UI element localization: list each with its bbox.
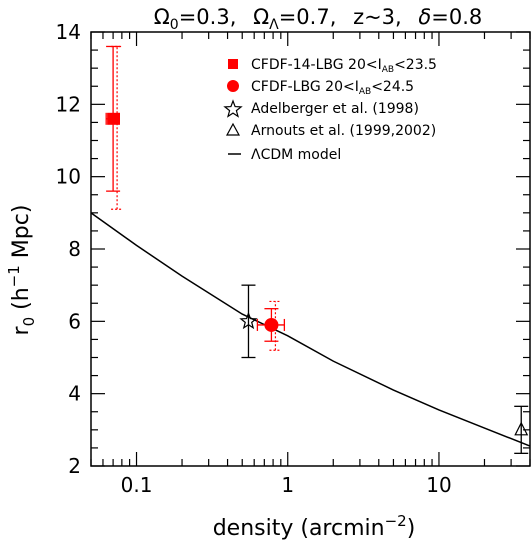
title-z: z~3, bbox=[353, 5, 402, 29]
xlabel-close: ) bbox=[407, 516, 416, 541]
legend-star-marker bbox=[223, 99, 243, 118]
ylabel-sup: −1 bbox=[5, 265, 23, 287]
y-tick-label: 2 bbox=[68, 454, 81, 478]
legend-label-cfdf-sub: AB bbox=[359, 87, 371, 97]
ylabel-sub: 0 bbox=[20, 317, 38, 327]
y-tick-label: 14 bbox=[56, 20, 81, 44]
plot-area bbox=[90, 45, 531, 454]
title-omega0-symbol: Ω bbox=[154, 5, 170, 29]
x-tick-label: 10 bbox=[426, 473, 451, 497]
axis-ticks bbox=[90, 31, 531, 467]
x-axis-label: density (arcmin−2) bbox=[213, 512, 416, 541]
svg-text:CFDF-14-LBG 20<IAB<23.5: CFDF-14-LBG 20<IAB<23.5 bbox=[251, 57, 437, 75]
svg-text:CFDF-LBG 20<IAB<24.5: CFDF-LBG 20<IAB<24.5 bbox=[251, 79, 414, 97]
legend-entry-cfdf: CFDF-LBG 20<IAB<24.5 bbox=[227, 79, 414, 97]
legend-label-cfdf: CFDF-LBG 20<I bbox=[251, 79, 359, 95]
ylabel-r: r bbox=[9, 325, 34, 335]
chart-title: Ω0=0.3, ΩΛ=0.7, z~3, δ=0.8 bbox=[154, 5, 483, 33]
legend-label-arnouts: Arnouts et al. (1999,2002) bbox=[251, 123, 436, 139]
ylabel-open: (h bbox=[9, 287, 34, 317]
plot-frame bbox=[90, 31, 531, 467]
cfdf14-square-marker bbox=[107, 112, 120, 125]
ylabel-close: Mpc) bbox=[9, 205, 34, 266]
title-omega0-value: =0.3, bbox=[179, 5, 237, 29]
cfdf-circle-marker bbox=[264, 317, 279, 332]
title-delta-value: =0.8 bbox=[431, 5, 482, 29]
legend-label-cfdf-tail: <24.5 bbox=[371, 79, 414, 95]
y-tick-label: 10 bbox=[56, 165, 81, 189]
title-omegaL-sub: Λ bbox=[269, 17, 279, 33]
legend-label-lcdm: ΛCDM model bbox=[251, 147, 341, 163]
xlabel-sup: −2 bbox=[385, 512, 407, 530]
legend-entry-lcdm: ΛCDM model bbox=[228, 147, 341, 163]
title-omegaL-value: =0.7, bbox=[279, 5, 337, 29]
y-tick-label: 8 bbox=[68, 237, 81, 261]
legend-entry-arnouts: Arnouts et al. (1999,2002) bbox=[225, 122, 436, 139]
legend-label-cfdf14-sub: AB bbox=[382, 65, 394, 75]
y-tick-label: 12 bbox=[56, 92, 81, 116]
adelberger-star-marker bbox=[239, 311, 258, 330]
legend-circle-marker bbox=[227, 80, 239, 92]
lcdm-model-line bbox=[90, 212, 531, 447]
arnouts-triangle-marker bbox=[514, 421, 529, 436]
x-tick-label: 0.1 bbox=[121, 473, 153, 497]
title-omega0-sub: 0 bbox=[170, 17, 179, 33]
legend-label-cfdf14-tail: <23.5 bbox=[394, 57, 437, 73]
legend: CFDF-14-LBG 20<IAB<23.5 CFDF-LBG 20<IAB<… bbox=[223, 57, 437, 163]
x-tick-label: 1 bbox=[281, 473, 294, 497]
legend-entry-cfdf14: CFDF-14-LBG 20<IAB<23.5 bbox=[228, 57, 437, 75]
y-axis-label: r0 (h−1 Mpc) bbox=[5, 205, 38, 336]
title-omegaL-symbol: Ω bbox=[253, 5, 269, 29]
title-delta-symbol: δ bbox=[418, 5, 431, 29]
y-tick-label: 4 bbox=[68, 382, 81, 406]
tick-labels: 0.1 1 10 2 4 6 8 10 12 14 bbox=[56, 20, 452, 497]
legend-triangle-marker bbox=[225, 122, 241, 136]
y-tick-label: 6 bbox=[68, 309, 81, 333]
legend-label-adelberger: Adelberger et al. (1998) bbox=[251, 101, 419, 117]
xlabel-main: density (arcmin bbox=[213, 516, 385, 541]
legend-label-cfdf14: CFDF-14-LBG 20<I bbox=[251, 57, 382, 73]
legend-entry-adelberger: Adelberger et al. (1998) bbox=[223, 99, 419, 118]
legend-square-marker bbox=[228, 59, 238, 69]
